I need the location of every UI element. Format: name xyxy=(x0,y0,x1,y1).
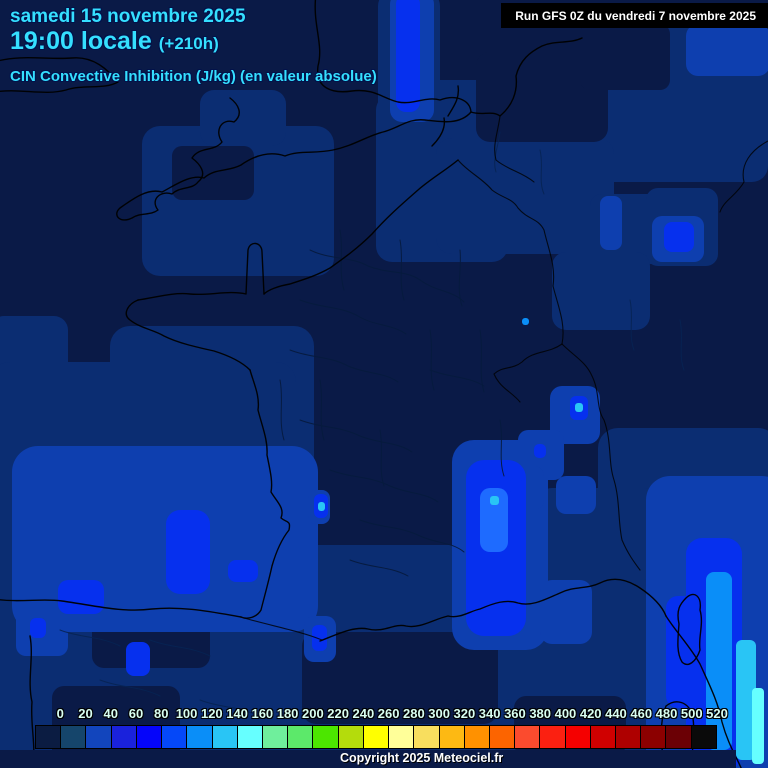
legend-tick: 400 xyxy=(554,706,577,721)
legend-tick: 260 xyxy=(377,706,400,721)
legend-cell xyxy=(111,726,137,748)
legend-cell xyxy=(590,726,617,748)
legend-cell xyxy=(212,726,238,748)
legend-tick: 60 xyxy=(128,706,144,721)
legend-tick: 280 xyxy=(403,706,425,721)
legend-tick: 120 xyxy=(200,706,223,721)
legend-tick: 200 xyxy=(301,706,324,721)
country-borders xyxy=(243,115,768,641)
legend-tick: 440 xyxy=(605,706,627,721)
coastlines xyxy=(0,0,742,768)
legend-cell xyxy=(691,726,716,748)
legend-cell xyxy=(313,726,339,748)
legend-cell xyxy=(616,726,642,748)
legend-tick: 220 xyxy=(327,706,349,721)
legend-cell xyxy=(162,726,188,748)
color-scale-legend: 0 20 40 60 80 100 120 140 160 180 200 220 240 260 280 3… xyxy=(0,706,768,750)
legend-tick: 180 xyxy=(276,706,299,721)
legend-cell xyxy=(363,726,390,748)
forecast-offset: (+210h) xyxy=(158,34,219,53)
legend-tick: 320 xyxy=(453,706,476,721)
copyright-strip xyxy=(0,750,736,768)
legend-tick: 340 xyxy=(478,706,501,721)
legend-cell xyxy=(565,726,591,748)
legend-cell xyxy=(439,726,465,748)
legend-tick: 520 xyxy=(706,706,728,721)
legend-tick: 100 xyxy=(175,706,198,721)
valid-date: samedi 15 novembre 2025 xyxy=(10,6,246,27)
valid-time-row: 19:00 locale (+210h) xyxy=(10,27,219,56)
legend-cell xyxy=(262,726,289,748)
legend-color-bar xyxy=(35,725,717,749)
legend-cell xyxy=(136,726,163,748)
legend-tick-labels: 0 20 40 60 80 100 120 140 160 180 200 220 240 260 280 3… xyxy=(35,706,728,723)
department-borders xyxy=(59,131,685,717)
model-run-info: Run GFS 0Z du vendredi 7 novembre 2025 xyxy=(501,3,768,28)
legend-cell xyxy=(389,726,415,748)
legend-tick: 420 xyxy=(579,706,602,721)
legend-tick: 40 xyxy=(103,706,118,721)
legend-tick: 140 xyxy=(226,706,248,721)
legend-tick: 240 xyxy=(352,706,375,721)
legend-cell xyxy=(288,726,314,748)
legend-tick: 480 xyxy=(655,706,678,721)
legend-cell xyxy=(414,726,440,748)
copyright-text: Copyright 2025 Meteociel.fr xyxy=(340,751,504,765)
legend-cell xyxy=(489,726,516,748)
legend-tick: 160 xyxy=(251,706,274,721)
legend-tick: 20 xyxy=(78,706,93,721)
parameter-title: CIN Convective Inhibition (J/kg) (en val… xyxy=(10,68,377,85)
legend-tick: 460 xyxy=(630,706,653,721)
legend-cell xyxy=(641,726,667,748)
legend-cell xyxy=(540,726,566,748)
legend-tick: 0 xyxy=(56,706,64,721)
valid-time: 19:00 locale xyxy=(10,27,152,55)
legend-cell xyxy=(515,726,541,748)
legend-cell xyxy=(61,726,87,748)
legend-cell xyxy=(36,726,62,748)
legend-cell xyxy=(86,726,112,748)
legend-cell xyxy=(338,726,364,748)
legend-tick: 300 xyxy=(428,706,450,721)
legend-cell xyxy=(187,726,213,748)
legend-cell xyxy=(464,726,490,748)
legend-tick: 80 xyxy=(154,706,169,721)
legend-tick: 500 xyxy=(680,706,703,721)
legend-cell xyxy=(666,726,692,748)
legend-cell xyxy=(237,726,263,748)
legend-tick: 360 xyxy=(504,706,526,721)
legend-tick: 380 xyxy=(529,706,552,721)
